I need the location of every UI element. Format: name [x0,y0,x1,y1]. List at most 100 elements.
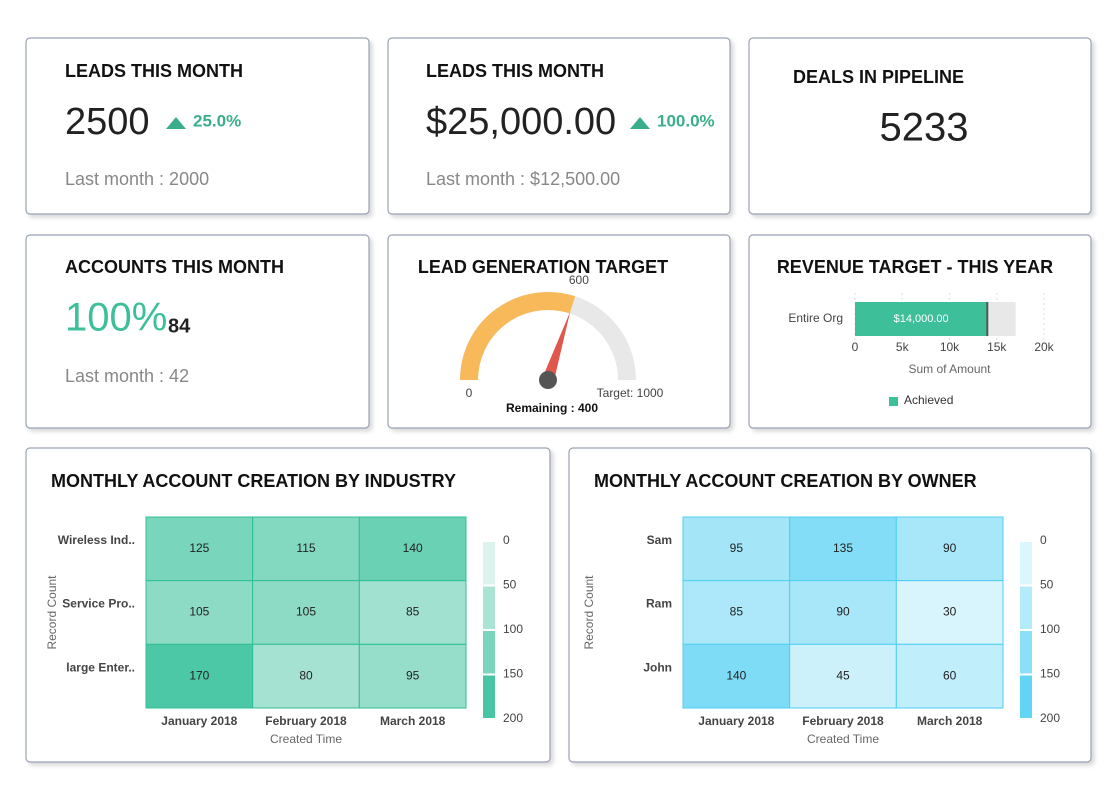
cell-label: 85 [406,605,420,619]
gauge-needle [542,311,571,382]
card [25,37,370,215]
kpi-change: 25.0% [193,111,241,130]
up-arrow [166,117,186,129]
kpi-last: Last month : 42 [65,366,189,386]
kpi-value: 2500 [65,101,150,143]
colorbar-segment [483,675,495,718]
y-tick-label: Wireless Ind.. [58,533,135,547]
up-arrow [630,117,650,129]
y-tick-label: Ram [646,597,672,611]
cell-label: 115 [296,541,315,555]
card [25,234,370,429]
cell-label: 45 [836,668,850,682]
card [748,37,1092,215]
cell-label: 170 [189,668,209,682]
y-tick-label: Entire Org [788,311,843,325]
colorbar-segment [483,542,495,585]
heatmap-cell [789,580,897,645]
cell-label: 85 [730,605,744,619]
colorbar-segment [1020,586,1032,629]
x-tick-label: 15k [987,340,1007,354]
heatmap-cell [358,643,467,709]
y-tick-label: Service Pro.. [62,597,135,611]
heatmap-cell [895,516,1004,582]
x-tick-label: February 2018 [802,714,884,728]
chart-title: REVENUE TARGET - THIS YEAR [777,257,1053,277]
card-title: DEALS IN PIPELINE [793,67,964,87]
cell-label: 105 [189,605,209,619]
cell-label: 80 [299,668,313,682]
card-title: ACCOUNTS THIS MONTH [65,257,284,277]
gauge-value-label: 600 [569,273,589,287]
heatmap-cell [895,580,1004,645]
heatmap-cell [789,516,897,582]
cell-label: 60 [943,668,957,682]
x-tick-label: January 2018 [161,714,237,728]
x-axis-label: Sum of Amount [908,362,991,376]
gauge-hub [539,371,557,389]
colorbar-label: 0 [503,533,510,547]
x-tick-label: 20k [1034,340,1054,354]
x-tick-label: March 2018 [917,714,983,728]
cell-label: 90 [836,605,850,619]
gauge-fill [460,292,576,381]
colorbar-segment [483,631,495,674]
heatmap-cell [789,643,897,709]
heatmap-cell [252,643,360,709]
bar-value-label: $14,000.00 [894,313,949,325]
cell-label: 95 [406,668,420,682]
colorbar-label: 150 [503,667,523,681]
kpi-last: Last month : $12,500.00 [426,169,620,189]
x-tick-label: 10k [940,340,960,354]
legend-swatch [889,397,898,406]
x-axis-label: Created Time [807,732,879,746]
kpi-value: $25,000.00 [426,101,616,143]
colorbar-label: 100 [1040,622,1060,636]
colorbar-label: 200 [503,711,523,725]
x-tick-label: February 2018 [265,714,347,728]
y-axis-label: Record Count [582,575,596,650]
card-title: LEADS THIS MONTH [426,61,604,81]
card-title: LEADS THIS MONTH [65,61,243,81]
heatmap-cell [145,516,254,582]
colorbar-label: 50 [503,578,517,592]
kpi-change: 100.0% [657,111,715,130]
heatmap-cell [358,580,467,645]
x-axis-label: Created Time [270,732,342,746]
chart-title: MONTHLY ACCOUNT CREATION BY OWNER [594,471,977,491]
gauge-min-label: 0 [466,386,473,400]
y-tick-label: large Enter.. [66,660,135,674]
x-tick-label: March 2018 [380,714,446,728]
cell-label: 125 [189,541,209,555]
x-tick-label: January 2018 [698,714,774,728]
cell-label: 30 [943,605,957,619]
heatmap-cell [145,580,254,645]
colorbar-segment [1020,542,1032,585]
colorbar-segment [1020,631,1032,674]
heatmap-cell [895,643,1004,709]
bar [855,302,988,336]
card [387,37,731,215]
cell-label: 90 [943,541,957,555]
chart-title: LEAD GENERATION TARGET [418,257,668,277]
colorbar-label: 150 [1040,667,1060,681]
heatmap-cell [358,516,467,582]
kpi-value: 100% [65,296,167,340]
cell-label: 105 [296,605,316,619]
chart-title: MONTHLY ACCOUNT CREATION BY INDUSTRY [51,471,456,491]
colorbar-label: 200 [1040,711,1060,725]
legend-label: Achieved [904,393,953,407]
y-tick-label: Sam [647,533,672,547]
x-tick-label: 5k [896,340,910,354]
colorbar-segment [483,586,495,629]
heatmap-cell [682,580,791,645]
cell-label: 95 [730,541,744,555]
cell-label: 140 [726,668,746,682]
x-tick-label: 0 [852,340,859,354]
gauge-remaining-label: Remaining : 400 [506,401,598,415]
y-axis-label: Record Count [45,575,59,650]
y-tick-label: John [643,660,672,674]
heatmap-cell [145,643,254,709]
kpi-value: 5233 [880,106,969,150]
